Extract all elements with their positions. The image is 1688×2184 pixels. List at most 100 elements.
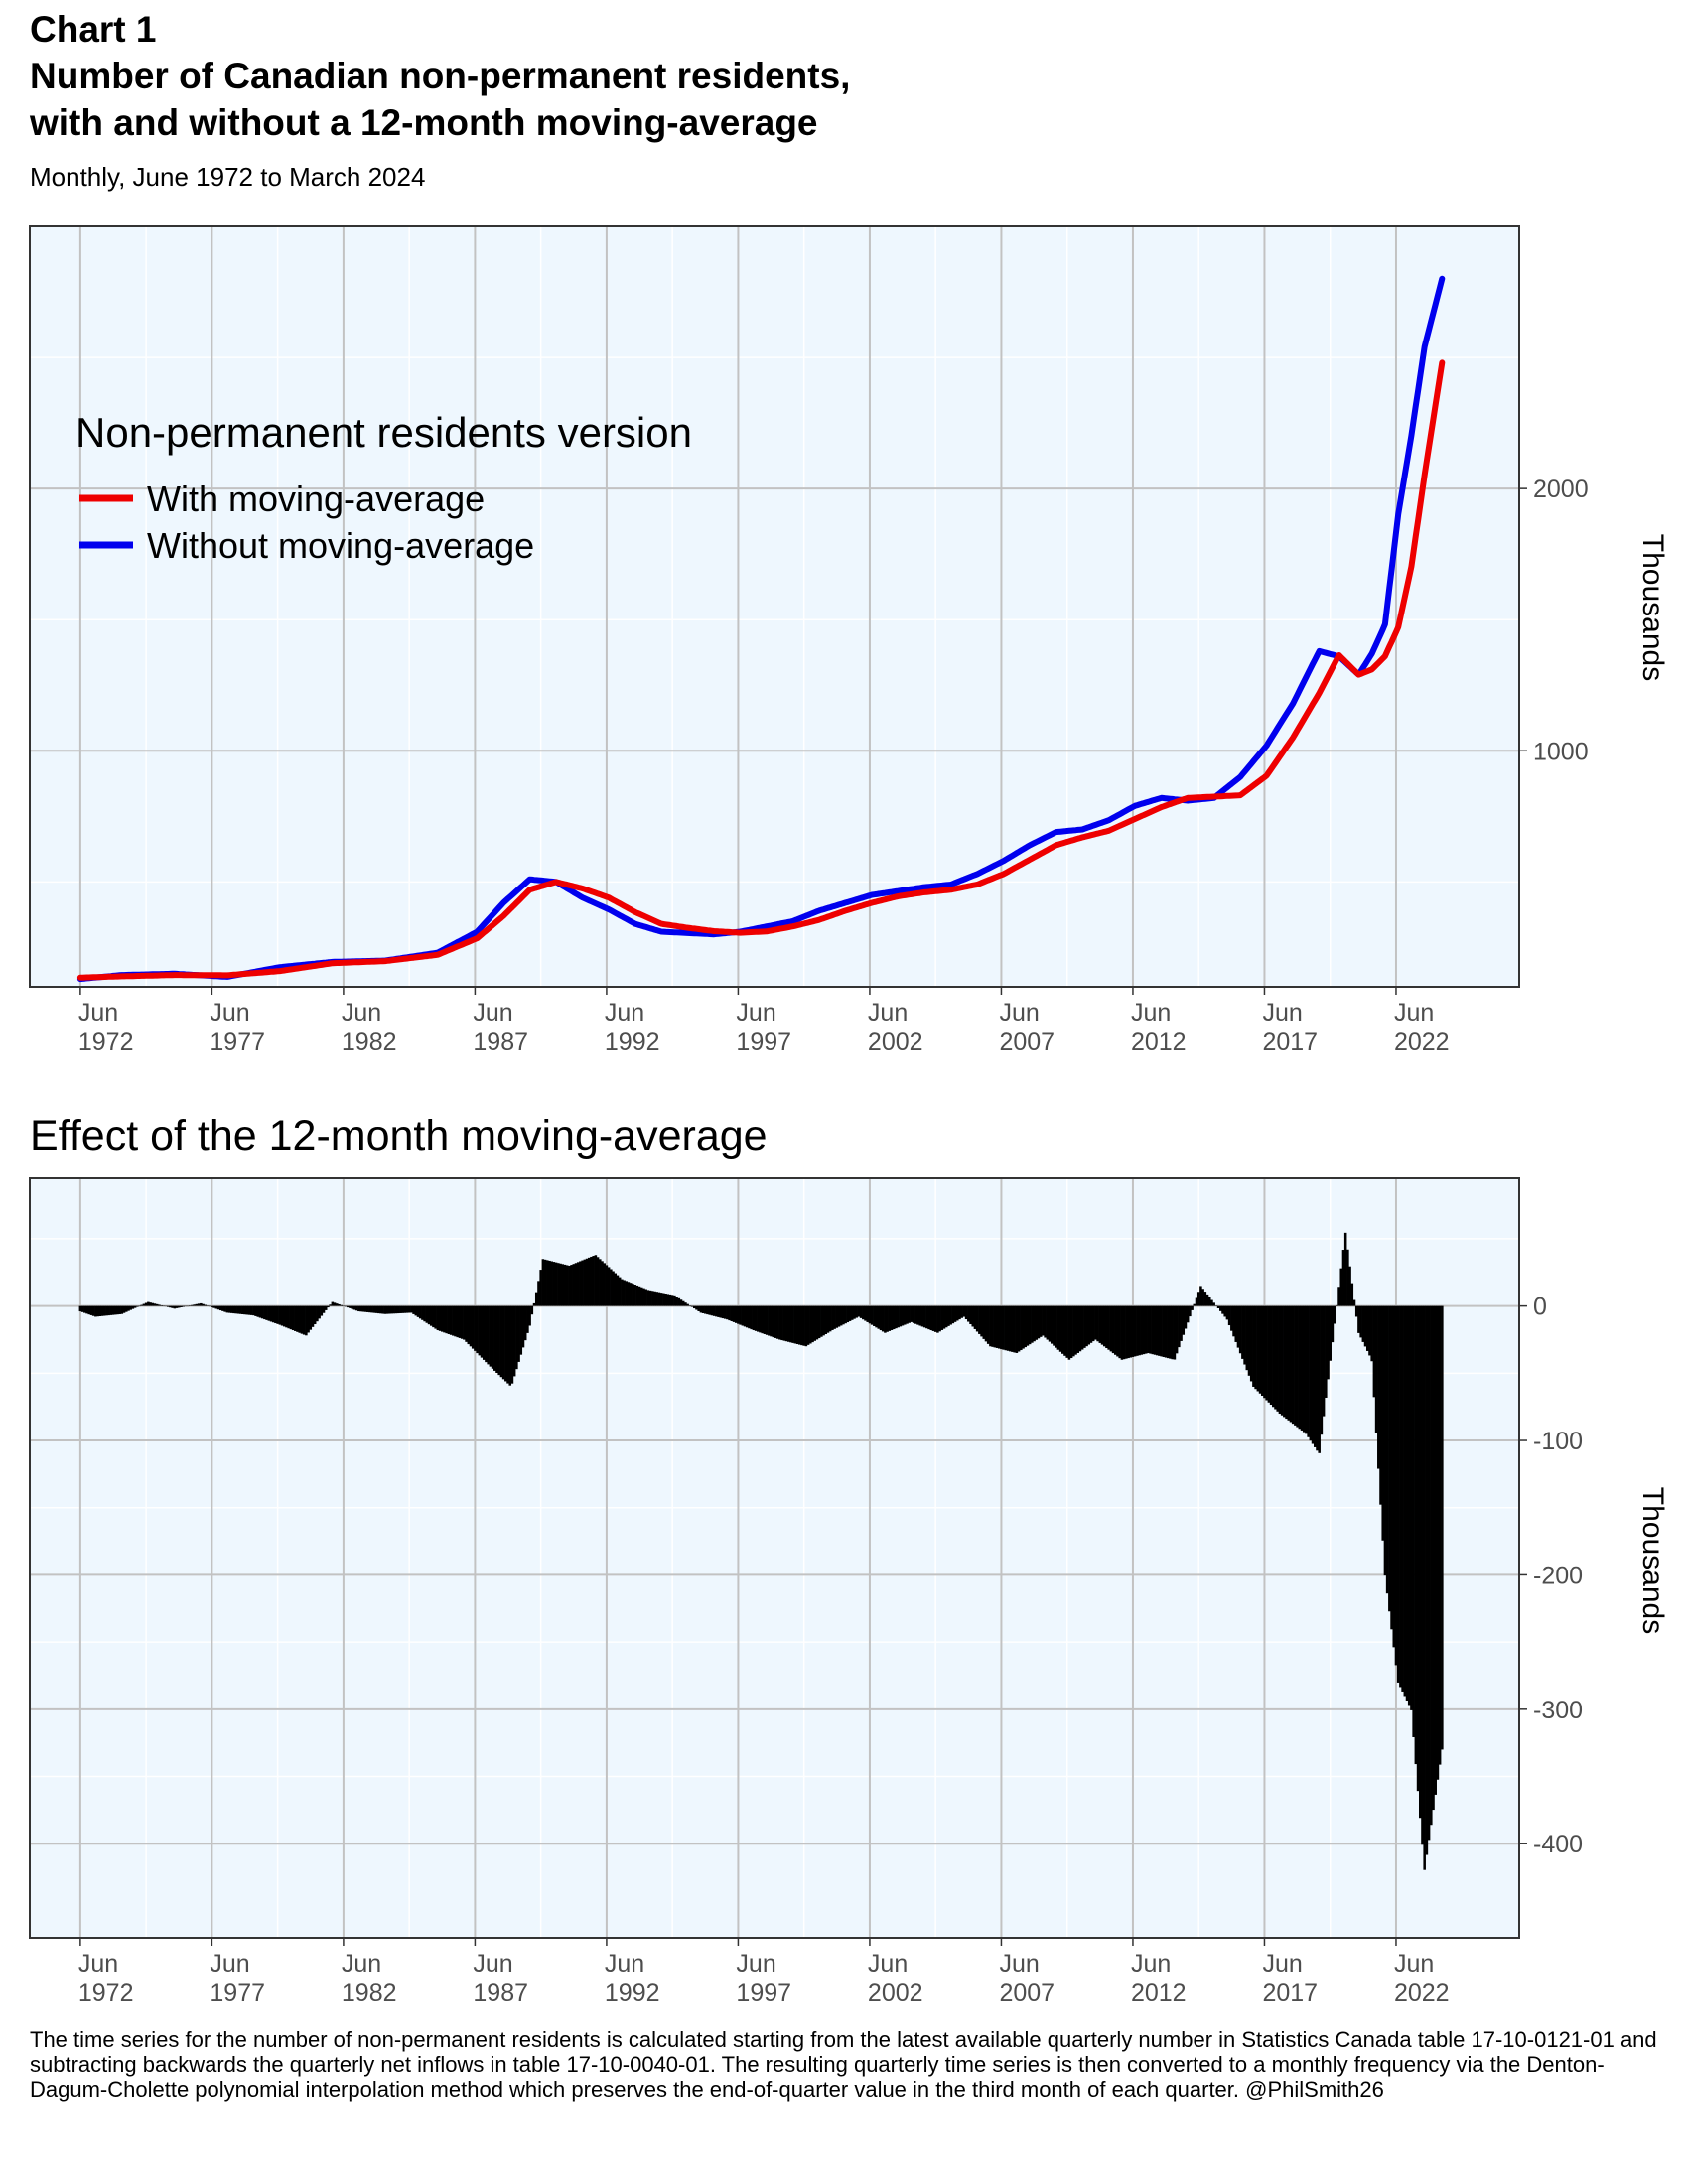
x-tick-label: Jun	[342, 999, 381, 1026]
effect-bar	[599, 1259, 602, 1306]
effect-bar	[1039, 1305, 1043, 1337]
effect-bar	[1212, 1302, 1215, 1306]
effect-bar	[554, 1262, 558, 1306]
effect-bar	[458, 1305, 462, 1338]
effect-bar	[824, 1305, 828, 1335]
effect-bar	[710, 1305, 714, 1316]
effect-bar	[730, 1305, 734, 1322]
effect-bar	[1205, 1294, 1209, 1306]
effect-bar	[1037, 1305, 1041, 1339]
effect-bar	[1263, 1305, 1266, 1399]
effect-bar	[933, 1305, 937, 1332]
effect-bar	[859, 1305, 863, 1318]
effect-bar	[1343, 1232, 1347, 1306]
effect-bar	[648, 1290, 652, 1306]
effect-bar	[1058, 1305, 1062, 1352]
chart-subtitle: Monthly, June 1972 to March 2024	[30, 162, 426, 192]
effect-bar	[311, 1305, 315, 1327]
effect-bar	[632, 1284, 634, 1306]
effect-bar	[376, 1305, 380, 1314]
effect-bar	[1385, 1305, 1389, 1594]
effect-bar	[357, 1305, 360, 1312]
effect-bar	[370, 1305, 373, 1313]
effect-bar	[260, 1305, 264, 1319]
effect-bar	[1178, 1305, 1181, 1348]
effect-bar	[846, 1305, 850, 1323]
x-tick-label: 1987	[473, 1028, 528, 1056]
effect-bar	[614, 1273, 618, 1306]
effect-bar	[1031, 1305, 1034, 1343]
effect-bar	[1291, 1305, 1295, 1425]
effect-bar	[372, 1305, 376, 1313]
effect-bar	[1394, 1305, 1398, 1666]
effect-bar	[770, 1305, 773, 1337]
effect-bar	[848, 1305, 852, 1321]
effect-bar	[679, 1299, 683, 1306]
effect-bar	[922, 1305, 926, 1328]
x-tick-label: 2002	[868, 1979, 923, 2007]
effect-bar	[147, 1301, 150, 1306]
effect-bar	[541, 1259, 545, 1306]
effect-bar	[313, 1305, 317, 1325]
effect-bar	[1175, 1305, 1179, 1354]
effect-bar	[169, 1305, 172, 1308]
effect-bar	[1111, 1305, 1115, 1354]
effect-bar	[1325, 1305, 1328, 1398]
effect-bar	[904, 1305, 907, 1325]
effect-bar	[681, 1300, 685, 1306]
effect-bar	[487, 1305, 490, 1365]
effect-bar	[1283, 1305, 1286, 1418]
effect-bar	[436, 1305, 440, 1331]
effect-bar	[1260, 1305, 1264, 1396]
effect-bar	[1116, 1305, 1119, 1357]
effect-bar	[1412, 1305, 1415, 1737]
effect-bar	[1191, 1305, 1194, 1310]
effect-bar	[1033, 1305, 1036, 1342]
effect-bar	[927, 1305, 930, 1330]
effect-bar	[901, 1305, 905, 1326]
effect-bar	[1076, 1305, 1080, 1353]
effect-bar	[1225, 1305, 1229, 1320]
effect-bar	[1184, 1305, 1188, 1329]
effect-bar	[699, 1305, 703, 1313]
effect-bar	[862, 1305, 865, 1320]
effect-bar	[291, 1305, 295, 1331]
effect-bar	[276, 1305, 279, 1324]
effect-bar	[287, 1305, 290, 1329]
effect-bar	[686, 1303, 689, 1306]
effect-bar	[1214, 1305, 1218, 1306]
effect-bar	[537, 1281, 540, 1306]
effect-bar	[1381, 1305, 1384, 1541]
effect-bar	[991, 1305, 994, 1347]
effect-bar	[140, 1304, 143, 1306]
effect-bar	[1245, 1305, 1249, 1371]
effect-bar	[221, 1305, 224, 1311]
effect-bar	[884, 1305, 887, 1333]
effect-bar	[534, 1292, 538, 1306]
effect-bar	[521, 1305, 525, 1348]
effect-bar	[563, 1264, 567, 1306]
effect-bar	[1120, 1305, 1124, 1360]
x-tick-label: 1997	[736, 1028, 791, 1056]
effect-bar	[532, 1302, 536, 1306]
effect-bar	[528, 1305, 531, 1326]
effect-bar	[1028, 1305, 1032, 1345]
x-tick-label: Jun	[342, 1950, 381, 1978]
effect-bar	[136, 1305, 139, 1307]
effect-bar	[995, 1305, 999, 1348]
effect-bar	[1164, 1305, 1168, 1358]
effect-bar	[951, 1305, 955, 1324]
effect-bar	[1223, 1305, 1226, 1317]
effect-bar	[166, 1305, 170, 1307]
effect-bar	[1169, 1305, 1172, 1359]
effect-bar	[182, 1305, 185, 1307]
effect-bar	[252, 1305, 255, 1316]
effect-bar	[585, 1258, 589, 1306]
effect-bar	[644, 1289, 647, 1306]
effect-bar	[1438, 1305, 1442, 1765]
effect-bar	[1153, 1305, 1157, 1355]
effect-bar	[352, 1305, 356, 1310]
effect-bar	[1258, 1305, 1262, 1394]
effect-bar	[552, 1262, 556, 1306]
